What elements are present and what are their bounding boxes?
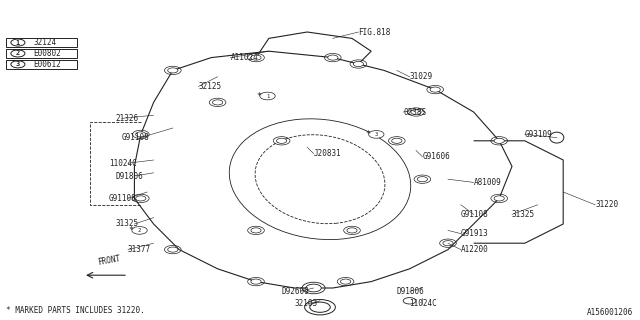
Circle shape xyxy=(353,61,364,67)
Text: G91108: G91108 xyxy=(109,194,136,203)
Circle shape xyxy=(347,228,357,233)
Text: A12200: A12200 xyxy=(461,245,488,254)
Text: G91108: G91108 xyxy=(461,210,488,219)
Circle shape xyxy=(328,55,338,60)
Circle shape xyxy=(251,228,261,233)
Text: A81009: A81009 xyxy=(474,178,501,187)
Circle shape xyxy=(251,279,261,284)
Text: 2: 2 xyxy=(138,228,141,233)
Circle shape xyxy=(11,50,25,57)
Text: A156001206: A156001206 xyxy=(588,308,634,317)
Circle shape xyxy=(168,68,178,73)
Circle shape xyxy=(310,302,330,312)
Circle shape xyxy=(494,196,504,201)
Text: * MARKED PARTS INCLUDES 31220.: * MARKED PARTS INCLUDES 31220. xyxy=(6,306,145,315)
Circle shape xyxy=(212,100,223,105)
Circle shape xyxy=(276,138,287,143)
Text: 31029: 31029 xyxy=(410,72,433,81)
Text: 31377: 31377 xyxy=(128,245,151,254)
Circle shape xyxy=(11,39,25,46)
Text: 1: 1 xyxy=(266,93,269,99)
Circle shape xyxy=(251,55,261,60)
Circle shape xyxy=(11,61,25,68)
Circle shape xyxy=(369,131,384,138)
Circle shape xyxy=(168,247,178,252)
Text: 11024C: 11024C xyxy=(410,300,437,308)
Text: 0238S: 0238S xyxy=(403,108,426,116)
Circle shape xyxy=(411,109,421,115)
Text: FRONT: FRONT xyxy=(97,254,121,267)
Text: FIG.818: FIG.818 xyxy=(358,28,391,36)
FancyBboxPatch shape xyxy=(6,49,77,58)
Circle shape xyxy=(306,284,321,292)
Text: D91806: D91806 xyxy=(397,287,424,296)
Text: *: * xyxy=(257,92,262,100)
Text: 31220: 31220 xyxy=(595,200,618,209)
Circle shape xyxy=(417,177,428,182)
Text: 2: 2 xyxy=(16,51,20,56)
Text: A11024: A11024 xyxy=(230,53,258,62)
Text: 3: 3 xyxy=(374,132,378,137)
Text: D92609: D92609 xyxy=(282,287,309,296)
Text: 32103: 32103 xyxy=(294,300,317,308)
Text: *: * xyxy=(365,130,371,139)
Text: 1: 1 xyxy=(16,40,20,45)
Circle shape xyxy=(136,132,146,137)
Text: *: * xyxy=(129,226,134,235)
Circle shape xyxy=(340,279,351,284)
Circle shape xyxy=(132,227,147,234)
Circle shape xyxy=(260,92,275,100)
Circle shape xyxy=(443,241,453,246)
Text: 31325: 31325 xyxy=(115,220,138,228)
Text: E00612: E00612 xyxy=(33,60,61,69)
Circle shape xyxy=(403,298,416,304)
Text: G91108: G91108 xyxy=(122,133,149,142)
Circle shape xyxy=(430,87,440,92)
Circle shape xyxy=(136,196,146,201)
Circle shape xyxy=(494,138,504,143)
Circle shape xyxy=(392,138,402,143)
Text: 21326: 21326 xyxy=(115,114,138,123)
Text: E00802: E00802 xyxy=(33,49,61,58)
Text: G93109: G93109 xyxy=(525,130,552,139)
Text: J20831: J20831 xyxy=(314,149,341,158)
Text: D91806: D91806 xyxy=(115,172,143,180)
FancyBboxPatch shape xyxy=(6,38,77,47)
Text: 32124: 32124 xyxy=(33,38,56,47)
FancyBboxPatch shape xyxy=(6,60,77,69)
Text: 31325: 31325 xyxy=(512,210,535,219)
Text: 3: 3 xyxy=(16,61,20,67)
Text: 11024C: 11024C xyxy=(109,159,136,168)
Text: G91606: G91606 xyxy=(422,152,450,161)
Text: 32125: 32125 xyxy=(198,82,221,91)
Text: G91913: G91913 xyxy=(461,229,488,238)
